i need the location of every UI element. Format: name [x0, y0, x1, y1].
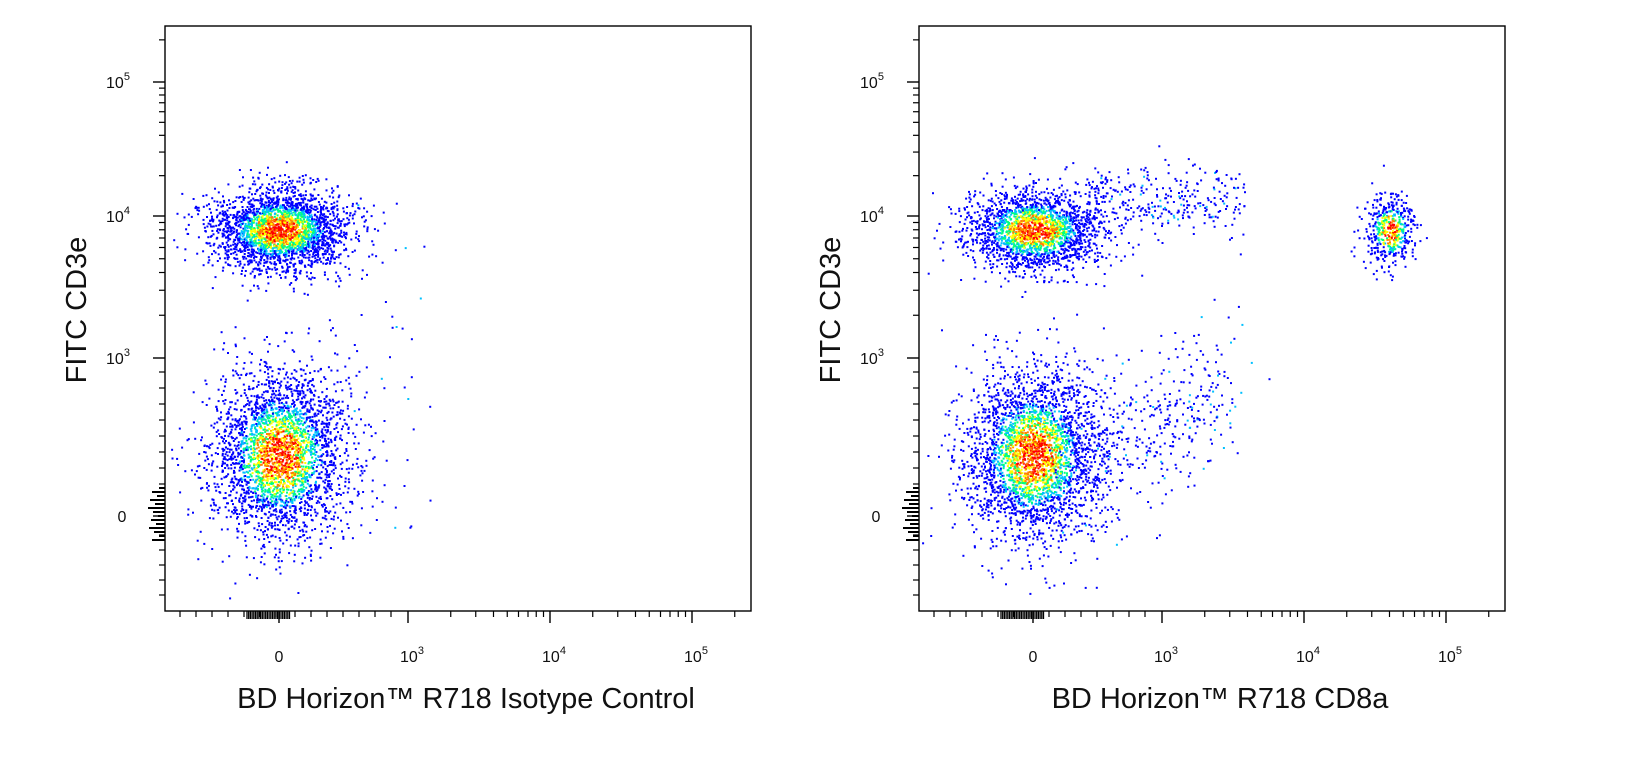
event-dots — [171, 161, 432, 600]
sparse-events — [320, 202, 432, 540]
y-tick-label: 0 — [118, 509, 127, 526]
y-axis-ticks — [902, 39, 919, 596]
x-axis-title: BD Horizon™ R718 Isotype Control — [237, 683, 695, 715]
population-cluster — [927, 157, 1160, 298]
x-tick-label: 104 — [542, 645, 566, 666]
y-tick-label: 0 — [872, 509, 881, 526]
population-cluster — [173, 161, 386, 302]
plot-frame — [164, 25, 752, 612]
y-tick-label: 103 — [860, 347, 884, 368]
x-tick-label: 0 — [275, 649, 284, 666]
y-tick-label: 103 — [106, 347, 130, 368]
population-cluster — [1350, 164, 1428, 282]
event-dots — [922, 145, 1428, 595]
y-axis-title: FITC CD3e — [61, 237, 93, 384]
sparse-events — [1048, 145, 1271, 589]
flow-plot: 0 103 104 105 0 103 104 105 BD Horizon™ R718 CD8… — [815, 25, 1506, 715]
y-tick-label: 105 — [860, 71, 884, 92]
x-tick-label: 105 — [1438, 645, 1462, 666]
y-tick-label: 104 — [860, 205, 884, 226]
y-axis-ticks — [148, 39, 165, 596]
x-tick-label: 0 — [1029, 649, 1038, 666]
y-tick-label: 104 — [106, 205, 130, 226]
y-axis-title: FITC CD3e — [815, 237, 847, 384]
x-axis-ticks — [179, 611, 736, 623]
plot-panel-isotype: 0 103 104 105 0 103 104 105 BD Horizon™ R718 Iso… — [0, 0, 790, 766]
flow-plot: 0 103 104 105 0 103 104 105 BD Horizon™ R718 Iso… — [61, 25, 752, 715]
x-tick-label: 104 — [1296, 645, 1320, 666]
x-tick-label: 105 — [684, 645, 708, 666]
x-axis-title: BD Horizon™ R718 CD8a — [1052, 683, 1390, 715]
plot-frame — [918, 25, 1506, 612]
population-cluster — [171, 319, 406, 600]
x-tick-label: 103 — [400, 645, 424, 666]
plot-panel-cd8a: 0 103 104 105 0 103 104 105 BD Horizon™ R718 CD8… — [754, 0, 1544, 766]
x-axis-ticks — [933, 611, 1490, 623]
population-cluster — [922, 280, 1141, 595]
x-tick-label: 103 — [1154, 645, 1178, 666]
y-tick-label: 105 — [106, 71, 130, 92]
